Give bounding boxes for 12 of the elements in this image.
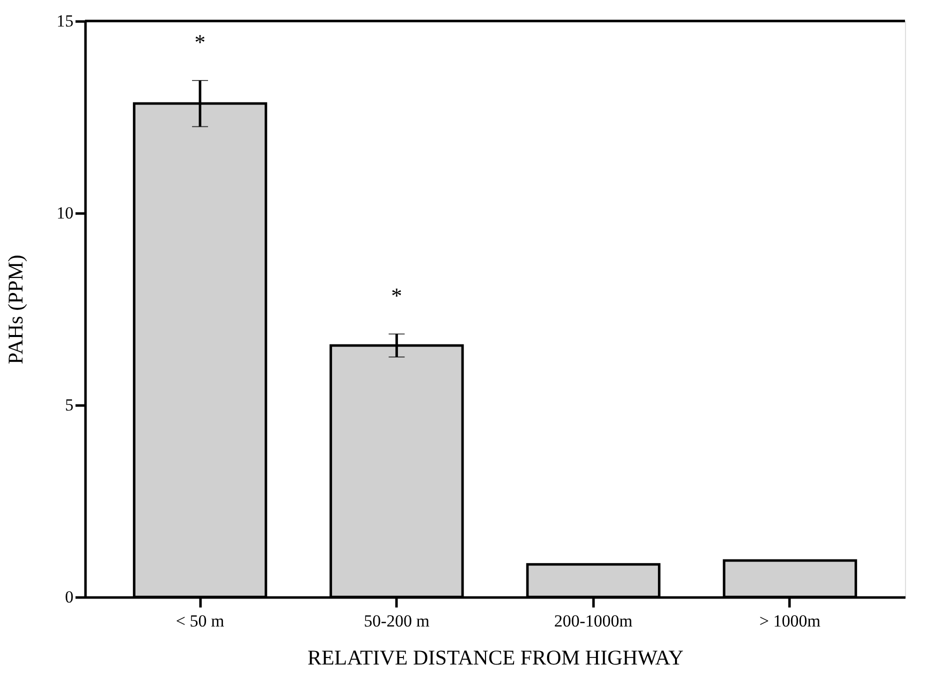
x-tick-label: < 50 m xyxy=(176,612,224,630)
y-axis-title: PAHs (PPM) xyxy=(4,254,28,364)
annotation: * xyxy=(194,30,206,55)
x-tick-label: 50-200 m xyxy=(364,612,430,630)
x-tick-label: > 1000m xyxy=(759,612,820,630)
y-tick-label: 15 xyxy=(56,12,74,30)
y-tick-label: 10 xyxy=(56,204,74,222)
x-axis-title: RELATIVE DISTANCE FROM HIGHWAY xyxy=(307,646,684,670)
x-tick-label: 200-1000m xyxy=(554,612,633,630)
y-tick-label: 5 xyxy=(65,396,74,414)
y-tick-label: 0 xyxy=(65,588,74,606)
annotation: * xyxy=(391,282,402,308)
